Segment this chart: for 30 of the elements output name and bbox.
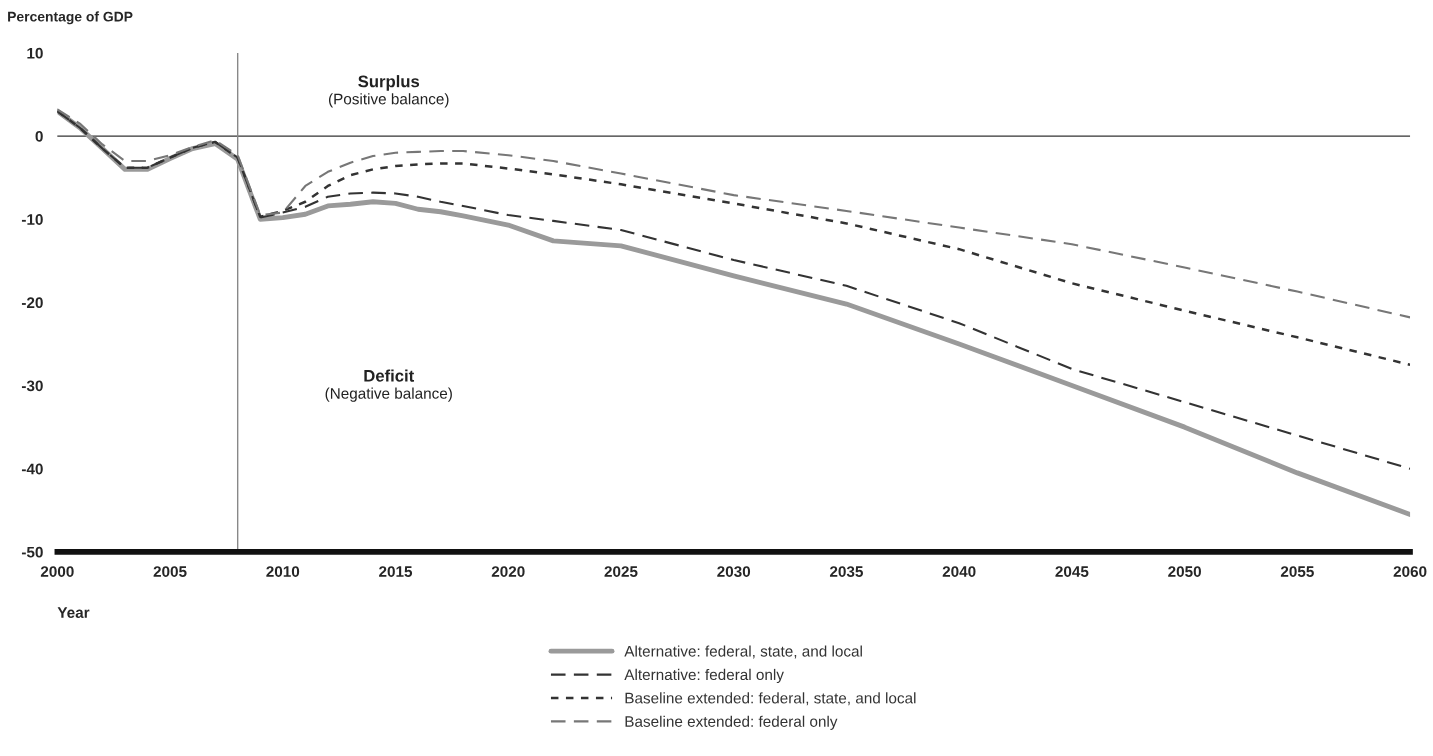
x-tick-label: 2000 [40, 566, 74, 577]
x-tick-label: 2040 [942, 566, 976, 577]
x-tick-label: 2060 [1393, 566, 1427, 577]
x-tick-label: 2025 [604, 566, 638, 577]
legend-label: Alternative: federal only [624, 668, 784, 684]
x-tick-label: 2010 [266, 566, 300, 577]
x-tick-label: 2015 [379, 566, 413, 577]
y-tick-label: 10 [27, 47, 43, 59]
annotation: Deficit [364, 369, 415, 382]
annotation: Surplus [358, 75, 420, 91]
x-tick-label: 2045 [1055, 566, 1089, 577]
x-tick-label: 2050 [1168, 566, 1201, 577]
annotation: (Positive balance) [328, 93, 449, 108]
y-tick-label: 0 [35, 130, 43, 142]
y-tick-label: -30 [21, 380, 43, 392]
y-tick-label: -20 [21, 297, 43, 309]
x-tick-label: 2005 [153, 566, 187, 577]
y-tick-label: -40 [21, 463, 43, 475]
y-axis-title: Percentage of GDP [8, 11, 133, 25]
y-tick-label: -50 [21, 546, 43, 558]
annotation: (Negative balance) [325, 387, 452, 402]
legend-label: Alternative: federal, state, and local [624, 645, 862, 659]
x-tick-label: 2055 [1280, 566, 1314, 577]
legend-label: Baseline extended: federal, state, and local [625, 692, 916, 706]
x-axis-title: Year [57, 607, 90, 618]
x-tick-label: 2035 [829, 566, 863, 578]
x-tick-label: 2020 [491, 566, 525, 577]
x-tick-label: 2030 [717, 566, 751, 578]
y-tick-label: -10 [21, 214, 43, 225]
legend-label: Baseline extended: federal only [625, 715, 838, 730]
